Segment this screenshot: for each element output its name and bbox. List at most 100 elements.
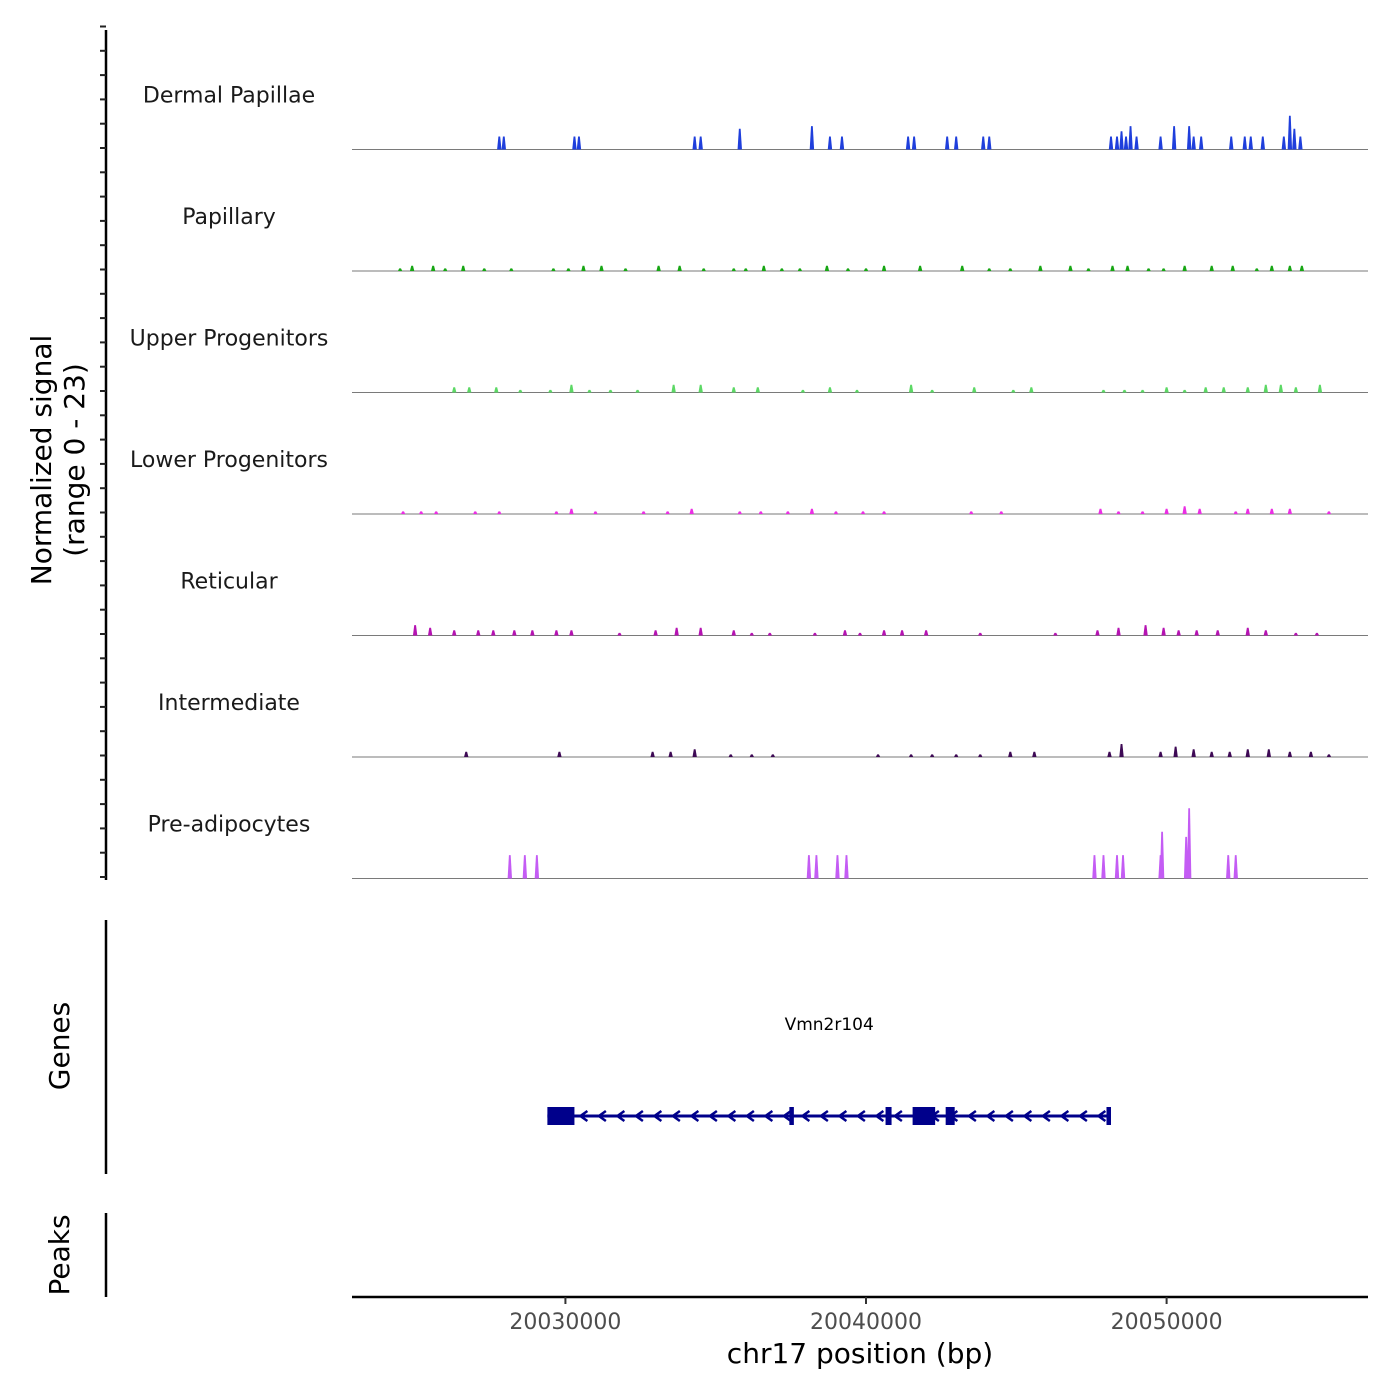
coverage-bar bbox=[863, 268, 869, 271]
coverage-bar bbox=[497, 511, 502, 514]
coverage-bar bbox=[674, 627, 679, 636]
coverage-bar bbox=[412, 625, 418, 636]
coverage-bar bbox=[1260, 136, 1265, 150]
coverage-bar bbox=[728, 754, 733, 757]
coverage-bar bbox=[507, 855, 513, 879]
strand-arrow bbox=[985, 1109, 996, 1123]
coverage-bar bbox=[1299, 265, 1305, 271]
coverage-bar bbox=[1146, 268, 1151, 271]
coverage-bar bbox=[569, 630, 574, 636]
coverage-bar bbox=[731, 630, 736, 636]
y-axis-title-line2: (range 0 - 23) bbox=[58, 363, 91, 557]
strand-arrow bbox=[1040, 1109, 1051, 1123]
coverage-bar bbox=[908, 384, 914, 393]
coverage-bar bbox=[599, 265, 604, 271]
coverage-bar bbox=[433, 511, 439, 514]
gene-exon bbox=[1106, 1107, 1111, 1125]
strand-arrow bbox=[670, 1109, 681, 1123]
coverage-bar bbox=[409, 265, 415, 271]
coverage-bar bbox=[427, 627, 433, 636]
strand-arrow bbox=[837, 1109, 848, 1123]
coverage-bar bbox=[1194, 630, 1199, 636]
coverage-bar bbox=[755, 387, 760, 393]
coverage-bar bbox=[623, 268, 628, 271]
coverage-bar bbox=[1245, 508, 1250, 514]
coverage-bar bbox=[635, 389, 640, 393]
strand-arrow bbox=[800, 1109, 811, 1123]
coverage-bar bbox=[1287, 115, 1293, 150]
coverage-bar bbox=[587, 389, 592, 393]
coverage-bar bbox=[969, 511, 974, 514]
coverage-bar bbox=[1182, 265, 1187, 271]
coverage-bar bbox=[1191, 749, 1196, 757]
coverage-bar bbox=[960, 265, 965, 271]
track-label: Pre-adipocytes bbox=[148, 813, 311, 838]
coverage-bar bbox=[812, 632, 818, 636]
coverage-bar bbox=[1245, 627, 1250, 636]
coverage-bar bbox=[569, 384, 574, 393]
coverage-bar bbox=[1110, 265, 1115, 271]
track-pre-adipocytes: Pre-adipocytes bbox=[148, 808, 1368, 879]
coverage-bar bbox=[1227, 751, 1232, 757]
coverage-bar bbox=[953, 136, 959, 150]
coverage-bar bbox=[1233, 511, 1238, 514]
track-label: Lower Progenitors bbox=[130, 448, 328, 473]
track-label: Dermal Papillae bbox=[143, 84, 315, 109]
coverage-bar bbox=[1095, 630, 1100, 636]
coverage-bar bbox=[1182, 506, 1187, 514]
coverage-bar bbox=[1164, 508, 1169, 514]
coverage-bar bbox=[653, 630, 658, 636]
coverage-bar bbox=[953, 754, 959, 757]
coverage-bar bbox=[1242, 136, 1247, 150]
coverage-bar bbox=[1164, 387, 1169, 393]
coverage-bar bbox=[530, 630, 535, 636]
coverage-bar bbox=[534, 855, 540, 879]
coverage-bar bbox=[1123, 136, 1129, 150]
coverage-bar bbox=[1008, 268, 1013, 271]
track-dermal-papillae: Dermal Papillae bbox=[143, 84, 1368, 150]
coverage-bar bbox=[1128, 126, 1133, 150]
track-lower-progenitors: Lower Progenitors bbox=[130, 448, 1368, 515]
coverage-bar bbox=[1038, 265, 1043, 271]
coverage-bar bbox=[671, 384, 676, 393]
strand-arrow bbox=[707, 1109, 718, 1123]
coverage-bar bbox=[1140, 389, 1145, 393]
coverage-bar bbox=[1098, 508, 1103, 514]
coverage-bar bbox=[1263, 630, 1268, 636]
coverage-bar bbox=[497, 136, 502, 150]
strand-arrow bbox=[1077, 1109, 1088, 1123]
coverage-bar bbox=[518, 389, 523, 393]
coverage-bar bbox=[824, 265, 830, 271]
coverage-bar bbox=[1266, 749, 1272, 757]
coverage-bar bbox=[1114, 855, 1120, 879]
coverage-bar bbox=[1186, 126, 1192, 150]
strand-arrow bbox=[966, 1109, 977, 1123]
coverage-bar bbox=[1215, 630, 1220, 636]
coverage-bar bbox=[743, 268, 748, 271]
coverage-bar bbox=[1182, 389, 1187, 393]
coverage-bar bbox=[1143, 625, 1148, 636]
coverage-bar bbox=[1292, 128, 1297, 150]
coverage-bar bbox=[698, 136, 703, 150]
coverage-bar bbox=[442, 268, 448, 271]
coverage-bar bbox=[1269, 508, 1275, 514]
coverage-bar bbox=[1298, 136, 1303, 150]
coverage-bar bbox=[767, 632, 773, 636]
coverage-bar bbox=[494, 387, 499, 393]
coverage-bar bbox=[1092, 855, 1097, 879]
coverage-bar bbox=[1191, 136, 1196, 150]
coverage-bar bbox=[692, 136, 697, 150]
coverage-bar bbox=[569, 508, 574, 514]
coverage-bar bbox=[1116, 627, 1121, 636]
strand-arrow bbox=[744, 1109, 755, 1123]
genes-panel-title: Genes bbox=[43, 1002, 76, 1090]
coverage-bar bbox=[737, 128, 742, 150]
x-tick-label: 20030000 bbox=[509, 1310, 621, 1335]
coverage-bar bbox=[978, 754, 983, 757]
coverage-bar bbox=[749, 754, 754, 757]
coverage-bar bbox=[397, 268, 403, 271]
coverage-bar bbox=[1287, 265, 1293, 271]
coverage-bar bbox=[1032, 751, 1037, 757]
coverage-bar bbox=[1326, 511, 1332, 514]
coverage-bar bbox=[641, 511, 646, 514]
